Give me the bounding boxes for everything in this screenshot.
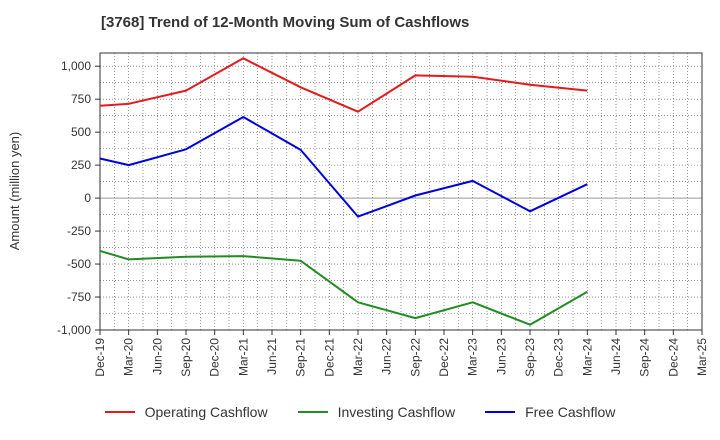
- chart-title: [3768] Trend of 12-Month Moving Sum of C…: [101, 14, 470, 31]
- x-tick-label: Mar-20: [122, 338, 136, 376]
- y-tick-label: 750: [71, 92, 91, 106]
- legend-label-free: Free Cashflow: [525, 404, 616, 420]
- legend-swatch-operating: [104, 411, 135, 413]
- y-tick-label: 0: [84, 191, 91, 205]
- legend-swatch-investing: [297, 411, 328, 413]
- plot-frame: [99, 52, 703, 331]
- x-tick-label: Dec-20: [208, 338, 222, 377]
- legend-label-operating: Operating Cashflow: [144, 404, 268, 420]
- x-tick-label: Mar-23: [466, 338, 480, 376]
- y-tick-label: 500: [71, 125, 91, 139]
- legend-item-operating: Operating Cashflow: [104, 404, 268, 420]
- x-tick-label: Dec-22: [437, 338, 451, 377]
- x-tick-label: Jun-22: [380, 338, 394, 375]
- x-tick-label: Sep-22: [408, 338, 422, 377]
- axes: [95, 52, 703, 335]
- y-tick-label: 250: [71, 158, 91, 172]
- x-tick-label: Jun-20: [150, 338, 164, 375]
- x-tick-label: Dec-21: [322, 338, 336, 377]
- legend: Operating Cashflow Investing Cashflow Fr…: [0, 404, 720, 420]
- x-tick-label: Sep-24: [638, 338, 652, 377]
- legend-label-investing: Investing Cashflow: [337, 404, 456, 420]
- x-tick-label: Sep-21: [294, 338, 308, 377]
- x-tick-label: Jun-24: [609, 338, 623, 375]
- x-tick-label: Dec-24: [666, 338, 680, 377]
- x-tick-label: Mar-25: [695, 338, 709, 376]
- x-tick-label: Mar-21: [236, 338, 250, 376]
- series-line-1: [99, 249, 588, 326]
- legend-item-free: Free Cashflow: [485, 404, 615, 420]
- x-tick-label: Dec-23: [552, 338, 566, 377]
- y-tick-label: -250: [67, 224, 91, 238]
- x-tick-label: Jun-21: [265, 338, 279, 375]
- x-tick-label: Sep-23: [523, 338, 537, 377]
- x-tick-label: Sep-20: [179, 338, 193, 377]
- x-tick-label: Dec-19: [93, 338, 107, 377]
- y-tick-label: -750: [67, 290, 91, 304]
- legend-item-investing: Investing Cashflow: [297, 404, 456, 420]
- series-line-0: [99, 57, 588, 113]
- series-lines: [99, 57, 588, 326]
- y-tick-label: -500: [67, 257, 91, 271]
- y-tick-label: -1,000: [57, 323, 91, 337]
- x-tick-label: Mar-22: [351, 338, 365, 376]
- y-tick-label: 1,000: [61, 59, 91, 73]
- tick-labels: -1,000 -750 -500 -250 0 250 500 750 1,000 Dec-19 M…: [57, 59, 709, 377]
- y-axis-label: Amount (million yen): [7, 132, 22, 251]
- grid: [99, 53, 703, 331]
- series-line-2: [99, 116, 588, 218]
- x-tick-label: Mar-24: [580, 338, 594, 376]
- legend-swatch-free: [485, 411, 516, 413]
- x-tick-label: Jun-23: [494, 338, 508, 375]
